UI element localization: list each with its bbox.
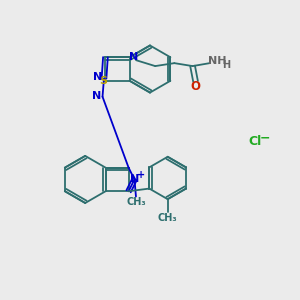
Text: Cl: Cl [248, 135, 261, 148]
Text: N: N [130, 174, 139, 184]
Text: S: S [99, 76, 107, 86]
Text: O: O [190, 80, 201, 93]
Text: +: + [137, 170, 145, 180]
Text: CH₃: CH₃ [158, 213, 178, 223]
Text: N: N [94, 72, 103, 82]
Text: −: − [260, 131, 270, 144]
Text: N: N [128, 52, 138, 62]
Text: CH₃: CH₃ [126, 197, 146, 207]
Text: H: H [222, 60, 230, 70]
Text: N: N [92, 91, 101, 100]
Text: NH: NH [208, 56, 226, 66]
